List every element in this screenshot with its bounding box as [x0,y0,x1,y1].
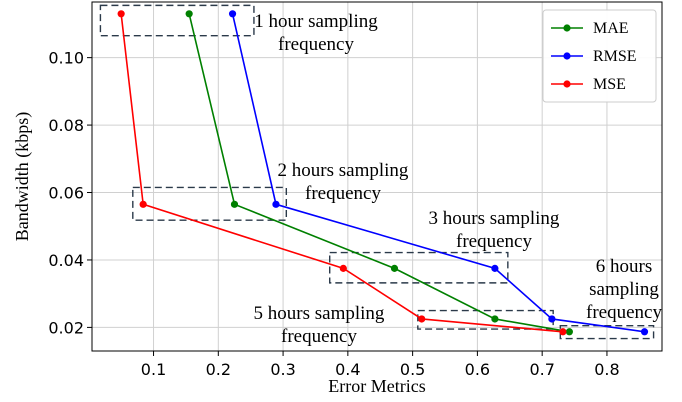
data-point-mse [117,10,125,18]
annotation-text: frequency [281,326,357,347]
annotation-text: frequency [586,302,662,323]
data-point-rmse [491,264,499,272]
legend-marker-mse [563,80,571,88]
data-point-rmse [272,200,280,208]
plot-border [91,1,663,352]
legend: MAE RMSE MSE [542,9,657,103]
annotation-box [132,186,288,221]
legend-marker-rmse [563,52,571,60]
data-point-rmse [640,328,649,336]
annotation-text: 6 hours [596,256,652,277]
data-point-mse [418,315,426,323]
data-point-mse [139,200,147,208]
x-tick-label: 0.3 [270,360,295,379]
y-tick-label: 0.10 [48,49,84,68]
y-axis-label: Bandwidth (kbps) [12,112,33,242]
x-tick-label: 0.6 [465,360,490,379]
data-point-mae [565,328,573,336]
legend-marker-mae [563,24,571,32]
axis-ticks: 0.1 0.2 0.3 0.4 0.5 0.6 0.7 0.8 0.02 0.04 0.06 0.08… [48,49,619,379]
annotation-text: frequency [305,183,381,204]
data-point-mse [559,328,567,336]
data-point-mse [339,264,347,272]
annotation-text: 2 hours sampling [278,160,409,181]
annotation-text: frequency [456,231,532,252]
legend-label-rmse: RMSE [593,48,637,65]
annotation-text: 5 hours sampling [254,303,385,324]
x-tick-label: 0.5 [400,360,425,379]
y-tick-label: 0.08 [48,116,84,135]
y-tick-label: 0.02 [48,318,84,337]
legend-label-mae: MAE [593,20,629,37]
annotation-text: sampling [589,279,659,300]
y-tick-label: 0.04 [48,251,84,270]
y-tick-label: 0.06 [48,184,84,203]
x-tick-label: 0.1 [141,360,166,379]
annotation-box [99,4,255,37]
x-tick-label: 0.7 [529,360,554,379]
annotation-text: 1 hour sampling [254,11,378,32]
x-tick-label: 0.2 [206,360,231,379]
data-point-mae [230,200,239,208]
plot-frame [91,1,663,352]
data-point-mae [390,264,399,272]
series-lines [117,10,649,336]
x-axis-label: Error Metrics [328,376,425,396]
x-tick-label: 0.4 [335,360,360,379]
x-tick-label: 0.8 [594,360,619,379]
annotation-box [329,251,509,284]
data-point-mae [185,10,193,18]
data-point-rmse [548,315,556,323]
annotation-text: frequency [278,34,354,55]
legend-box [542,9,657,103]
annotation-text: 3 hours sampling [429,208,560,229]
data-point-rmse [228,10,237,18]
data-point-mae [491,315,499,323]
legend-label-mse: MSE [593,76,626,93]
annotation-box [559,325,655,340]
